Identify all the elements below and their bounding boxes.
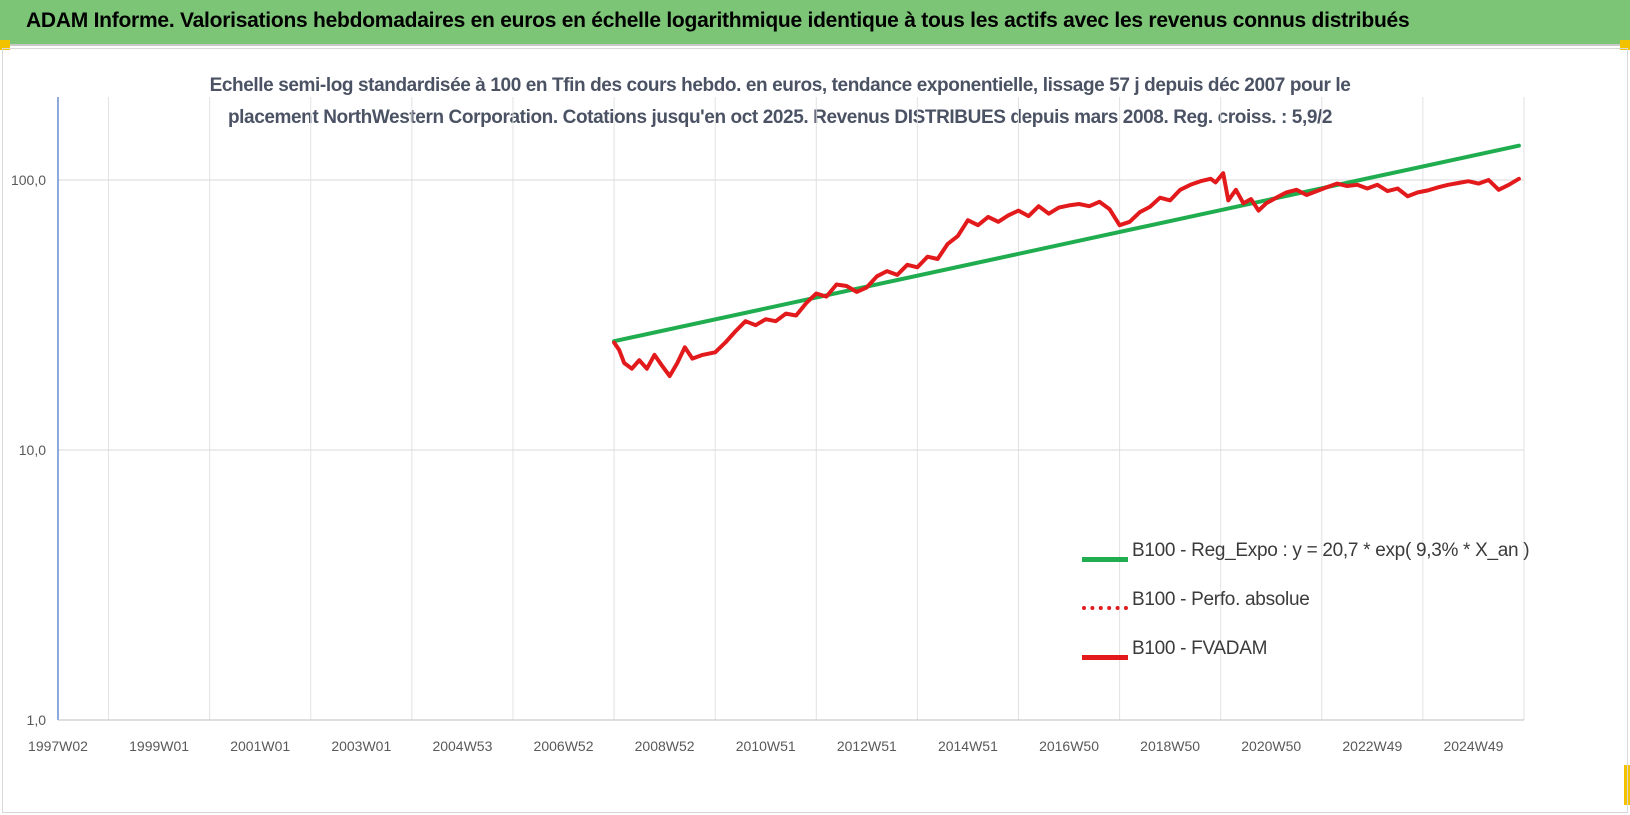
regression-line	[612, 143, 1521, 344]
chart-title-line-2: placement NorthWestern Corporation. Cota…	[227, 107, 1333, 128]
legend-swatch-perfo-absolue	[1082, 606, 1128, 610]
y-tick-label: 1,0	[27, 712, 47, 728]
x-tick-label: 1999W01	[129, 738, 189, 754]
x-tick-label: 2004W53	[432, 738, 492, 754]
corner-marker-top-right	[1620, 40, 1630, 50]
corner-marker-top-left	[0, 40, 10, 50]
x-tick-label: 2020W50	[1241, 738, 1301, 754]
x-tick-label: 2006W52	[534, 738, 594, 754]
y-tick-label: 100,0	[11, 172, 46, 188]
x-tick-label: 2014W51	[938, 738, 998, 754]
x-tick-label: 1997W02	[28, 738, 88, 754]
x-tick-label: 2001W01	[230, 738, 290, 754]
chart-title: Echelle semi-log standardisée à 100 en T…	[180, 70, 1380, 134]
x-tick-label: 2010W51	[736, 738, 796, 754]
x-tick-label: 2003W01	[331, 738, 391, 754]
x-tick-label: 2018W50	[1140, 738, 1200, 754]
legend-swatch-regression	[1082, 557, 1128, 562]
y-tick-label: 10,0	[19, 442, 46, 458]
x-tick-label: 2008W52	[635, 738, 695, 754]
x-tick-label: 2022W49	[1342, 738, 1402, 754]
chart-title-line-1: Echelle semi-log standardisée à 100 en T…	[209, 75, 1351, 96]
x-tick-label: 2024W49	[1443, 738, 1503, 754]
legend-label-perfo-absolue: B100 - Perfo. absolue	[1132, 589, 1310, 610]
chart-frame	[2, 48, 1628, 813]
fvadam-line	[612, 171, 1521, 378]
x-tick-label: 2012W51	[837, 738, 897, 754]
banner: ADAM Informe. Valorisations hebdomadaire…	[0, 0, 1630, 46]
banner-title: ADAM Informe. Valorisations hebdomadaire…	[26, 9, 1410, 32]
legend-label-regression: B100 - Reg_Expo : y = 20,7 * exp( 9,3% *…	[1132, 540, 1530, 561]
x-tick-label: 2016W50	[1039, 738, 1099, 754]
legend-label-fvadam: B100 - FVADAM	[1132, 638, 1268, 659]
legend-swatch-fvadam	[1082, 655, 1128, 660]
